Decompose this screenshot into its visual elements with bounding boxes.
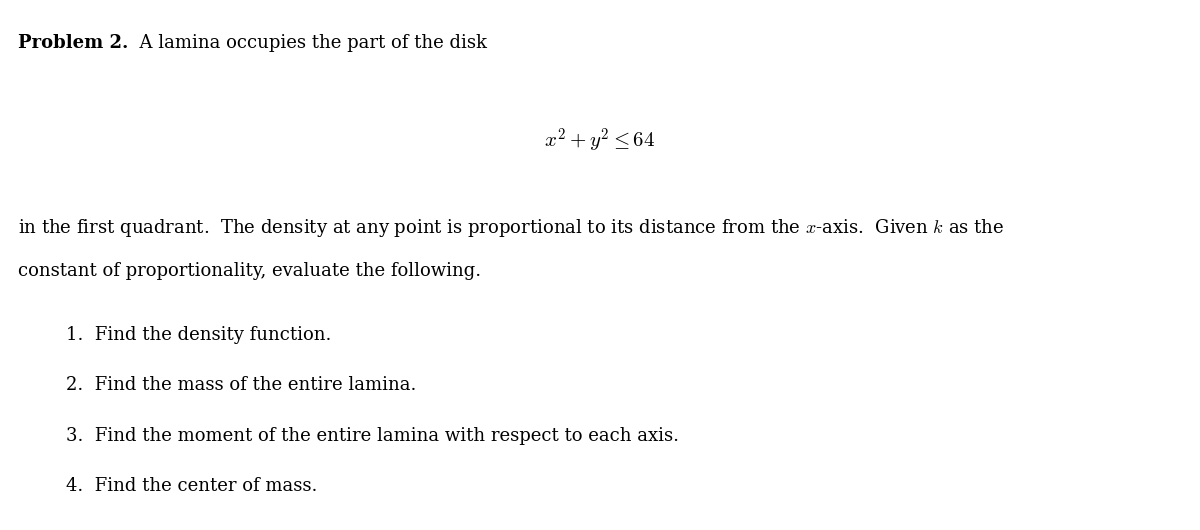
- Text: 4.  Find the center of mass.: 4. Find the center of mass.: [66, 477, 317, 495]
- Text: in the first quadrant.  The density at any point is proportional to its distance: in the first quadrant. The density at an…: [18, 217, 1004, 240]
- Text: 2.  Find the mass of the entire lamina.: 2. Find the mass of the entire lamina.: [66, 376, 416, 394]
- Text: Problem 2.: Problem 2.: [18, 34, 128, 52]
- Text: A lamina occupies the part of the disk: A lamina occupies the part of the disk: [128, 34, 487, 52]
- Text: 3.  Find the moment of the entire lamina with respect to each axis.: 3. Find the moment of the entire lamina …: [66, 427, 679, 445]
- Text: 1.  Find the density function.: 1. Find the density function.: [66, 326, 331, 344]
- Text: $x^2 + y^2 \leq 64$: $x^2 + y^2 \leq 64$: [545, 127, 655, 155]
- Text: constant of proportionality, evaluate the following.: constant of proportionality, evaluate th…: [18, 262, 481, 280]
